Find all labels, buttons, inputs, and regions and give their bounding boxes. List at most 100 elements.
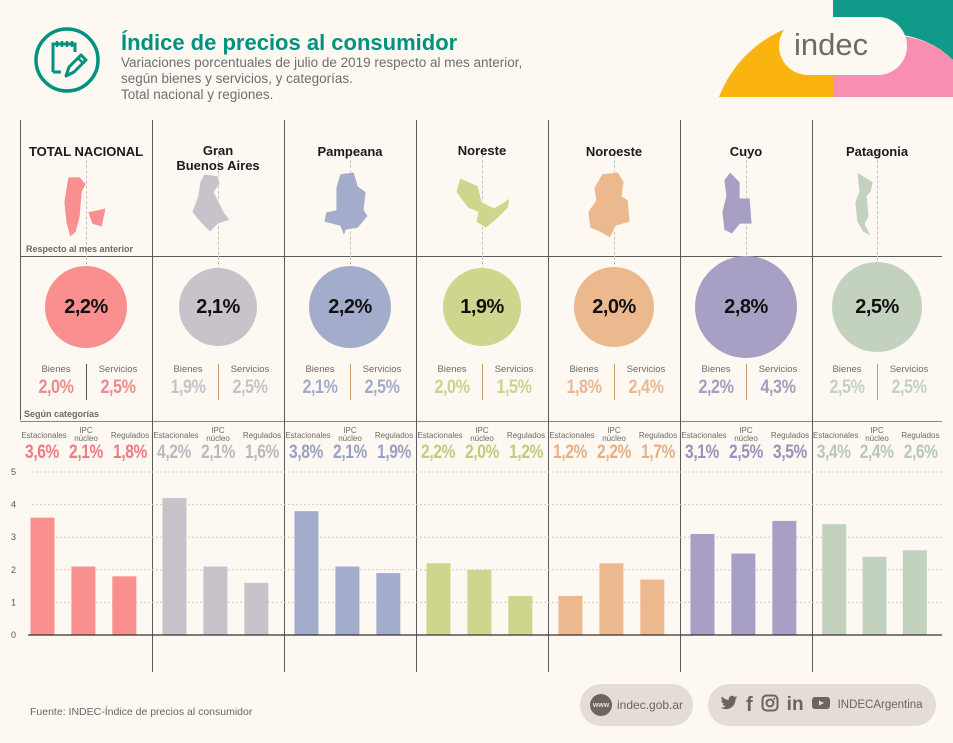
total-bubble: 1,9%: [443, 268, 521, 346]
notepad-pencil-icon: [33, 26, 101, 94]
region-map: [854, 172, 874, 237]
page-title: Índice de precios al consumidor: [121, 30, 458, 55]
divider-categories: [20, 421, 942, 422]
bs-divider: [614, 364, 615, 400]
ipc-nucleo-value: 2,1%: [333, 442, 367, 463]
region-map: [323, 172, 369, 238]
column-divider: [416, 120, 417, 672]
regulados-label: Regulados: [506, 431, 546, 440]
region-map: [587, 172, 631, 239]
bs-divider: [218, 364, 219, 400]
regulados-label: Regulados: [374, 431, 414, 440]
bar-regulados: [112, 576, 137, 635]
region-name: TOTAL NACIONAL: [28, 144, 144, 159]
ipc-nucleo-label: IPC núcleo: [206, 426, 230, 443]
bienes-label: Bienes: [173, 364, 203, 375]
region-name: Noroeste: [585, 144, 643, 159]
bar-ipc-nucleo: [203, 566, 228, 635]
bs-divider: [877, 364, 878, 400]
column-divider: [20, 120, 21, 420]
column-divider: [812, 120, 813, 672]
social-handle: INDECArgentina: [837, 699, 923, 711]
regulados-value: 1,7%: [641, 442, 675, 463]
social-links[interactable]: f in INDECArgentina: [708, 684, 936, 726]
estacionales-value: 3,6%: [25, 442, 59, 463]
ipc-nucleo-value: 2,1%: [201, 442, 235, 463]
bs-divider: [482, 364, 483, 400]
y-tick-label: 3: [11, 532, 16, 542]
center-guide: [218, 256, 219, 270]
bs-divider: [350, 364, 351, 400]
regulados-label: Regulados: [770, 431, 810, 440]
instagram-icon[interactable]: [761, 694, 779, 717]
servicios-value: 1,5%: [496, 377, 532, 398]
facebook-icon[interactable]: f: [746, 693, 753, 716]
total-bubble: 2,2%: [309, 266, 391, 348]
servicios-label: Servicios: [758, 364, 798, 375]
ipc-nucleo-value: 2,4%: [860, 442, 894, 463]
estacionales-value: 1,2%: [553, 442, 587, 463]
bienes-label: Bienes: [832, 364, 862, 375]
bienes-label: Bienes: [305, 364, 335, 375]
ipc-nucleo-label: IPC núcleo: [602, 426, 626, 443]
servicios-value: 2,5%: [364, 377, 400, 398]
bar-regulados: [902, 550, 927, 635]
bar-regulados: [376, 573, 401, 635]
regulados-label: Regulados: [242, 431, 282, 440]
servicios-value: 2,5%: [232, 377, 268, 398]
column-divider: [548, 120, 549, 672]
bar-regulados: [244, 582, 269, 635]
bar-ipc-nucleo: [335, 566, 360, 635]
bar-ipc-nucleo: [862, 556, 887, 635]
center-guide: [86, 150, 87, 260]
estacionales-label: Estacionales: [681, 431, 727, 440]
center-guide: [877, 150, 878, 260]
total-bubble: 2,2%: [45, 266, 127, 348]
y-tick-label: 2: [11, 565, 16, 575]
linkedin-icon[interactable]: in: [786, 694, 804, 715]
region-name: Pampeana: [317, 144, 383, 159]
column-divider: [284, 120, 285, 672]
bar-estacionales: [30, 517, 55, 635]
bar-ipc-nucleo: [599, 563, 624, 635]
estacionales-label: Estacionales: [812, 431, 859, 440]
y-tick-label: 5: [11, 467, 16, 477]
ipc-nucleo-value: 2,5%: [729, 442, 763, 463]
bienes-label: Bienes: [41, 364, 71, 375]
column-divider: [680, 120, 681, 672]
region-name: Cuyo: [729, 144, 763, 159]
servicios-label: Servicios: [98, 364, 138, 375]
servicios-label: Servicios: [626, 364, 666, 375]
youtube-icon[interactable]: [811, 696, 830, 715]
region-name: Gran Buenos Aires: [176, 143, 260, 173]
y-tick-label: 1: [11, 597, 16, 607]
regulados-value: 1,8%: [113, 442, 147, 463]
bar-ipc-nucleo: [467, 569, 492, 635]
region-map: [721, 172, 753, 235]
indec-brand-logo: indec: [713, 0, 953, 97]
servicios-value: 2,4%: [628, 377, 664, 398]
center-guide: [482, 256, 483, 270]
estacionales-label: Estacionales: [153, 431, 199, 440]
bienes-value: 2,0%: [38, 377, 74, 398]
estacionales-label: Estacionales: [549, 431, 595, 440]
segun-categorias-label: Según categorías: [24, 409, 100, 419]
bar-estacionales: [690, 533, 715, 635]
y-tick-label: 0: [11, 630, 16, 640]
bs-divider: [746, 364, 747, 400]
region-map: [63, 176, 107, 238]
bienes-label: Bienes: [701, 364, 731, 375]
total-bubble: 2,0%: [574, 267, 654, 347]
regulados-label: Regulados: [901, 431, 940, 440]
region-map: [191, 173, 231, 233]
ipc-nucleo-value: 2,1%: [69, 442, 103, 463]
regulados-value: 1,2%: [509, 442, 543, 463]
twitter-icon[interactable]: [720, 695, 738, 716]
regulados-value: 2,6%: [903, 442, 938, 463]
regulados-value: 1,9%: [377, 442, 411, 463]
servicios-label: Servicios: [230, 364, 270, 375]
servicios-label: Servicios: [494, 364, 534, 375]
subtitle-line-2: según bienes y servicios, y categorías.: [121, 71, 353, 86]
bienes-value: 2,0%: [434, 377, 470, 398]
website-link[interactable]: www indec.gob.ar: [580, 684, 693, 726]
